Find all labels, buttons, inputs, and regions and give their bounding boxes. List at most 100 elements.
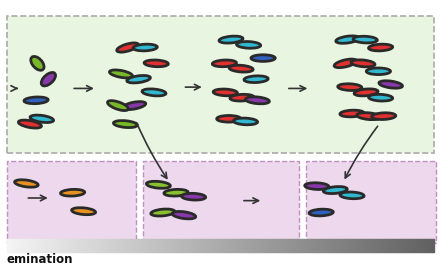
Bar bbox=[317, 239, 319, 252]
Ellipse shape bbox=[338, 84, 362, 91]
Bar bbox=[348, 239, 350, 252]
Ellipse shape bbox=[217, 115, 241, 122]
Bar bbox=[131, 239, 132, 252]
Bar bbox=[314, 239, 315, 252]
Bar bbox=[121, 239, 122, 252]
Bar bbox=[104, 239, 105, 252]
Ellipse shape bbox=[30, 115, 54, 122]
Bar bbox=[151, 239, 153, 252]
Bar bbox=[423, 239, 424, 252]
Bar bbox=[210, 239, 211, 252]
Bar bbox=[54, 239, 55, 252]
Bar bbox=[160, 239, 161, 252]
Bar bbox=[308, 239, 310, 252]
Bar bbox=[320, 239, 321, 252]
Bar bbox=[47, 239, 48, 252]
Bar bbox=[202, 239, 204, 252]
Bar bbox=[98, 239, 99, 252]
Bar bbox=[413, 239, 414, 252]
Bar bbox=[384, 239, 385, 252]
Bar bbox=[373, 239, 374, 252]
Bar bbox=[181, 239, 183, 252]
Bar bbox=[155, 239, 157, 252]
Ellipse shape bbox=[72, 208, 95, 215]
Bar bbox=[55, 239, 57, 252]
Ellipse shape bbox=[31, 56, 44, 70]
Bar bbox=[399, 239, 400, 252]
Bar bbox=[343, 239, 344, 252]
Bar bbox=[62, 239, 64, 252]
Ellipse shape bbox=[369, 44, 392, 51]
Bar bbox=[139, 239, 141, 252]
Bar bbox=[400, 239, 401, 252]
Ellipse shape bbox=[164, 189, 188, 196]
Bar bbox=[137, 239, 138, 252]
Bar bbox=[147, 239, 148, 252]
Bar bbox=[81, 239, 82, 252]
Bar bbox=[110, 239, 111, 252]
Bar bbox=[148, 239, 150, 252]
Bar bbox=[250, 239, 251, 252]
Bar bbox=[417, 239, 418, 252]
Bar bbox=[174, 239, 176, 252]
Bar bbox=[170, 239, 171, 252]
Bar bbox=[158, 239, 160, 252]
Bar bbox=[11, 239, 12, 252]
Bar bbox=[298, 239, 300, 252]
Ellipse shape bbox=[123, 102, 146, 110]
Bar bbox=[251, 239, 253, 252]
Bar bbox=[416, 239, 417, 252]
Bar bbox=[336, 239, 337, 252]
Bar bbox=[19, 239, 21, 252]
Bar bbox=[211, 239, 213, 252]
Bar bbox=[235, 239, 237, 252]
Bar bbox=[378, 239, 380, 252]
Bar bbox=[381, 239, 383, 252]
Bar bbox=[57, 239, 58, 252]
Bar bbox=[221, 239, 223, 252]
Bar bbox=[195, 239, 197, 252]
Ellipse shape bbox=[229, 65, 253, 72]
Bar bbox=[360, 239, 361, 252]
Bar bbox=[430, 239, 431, 252]
Bar bbox=[275, 239, 277, 252]
Ellipse shape bbox=[340, 110, 364, 117]
Bar bbox=[67, 239, 68, 252]
Bar bbox=[185, 239, 187, 252]
Ellipse shape bbox=[213, 89, 237, 96]
Ellipse shape bbox=[353, 36, 377, 43]
Ellipse shape bbox=[213, 60, 236, 67]
Bar bbox=[433, 239, 434, 252]
Bar bbox=[208, 239, 210, 252]
Bar bbox=[238, 239, 240, 252]
Bar bbox=[15, 239, 17, 252]
Bar bbox=[61, 239, 62, 252]
Bar bbox=[333, 239, 334, 252]
Bar bbox=[267, 239, 268, 252]
Bar bbox=[327, 239, 328, 252]
Bar bbox=[45, 239, 47, 252]
Bar bbox=[270, 239, 271, 252]
Bar bbox=[237, 239, 238, 252]
Bar bbox=[374, 239, 376, 252]
Bar bbox=[168, 239, 170, 252]
Bar bbox=[248, 239, 250, 252]
FancyBboxPatch shape bbox=[7, 161, 136, 243]
Bar bbox=[324, 239, 326, 252]
Ellipse shape bbox=[379, 81, 403, 88]
Bar bbox=[225, 239, 227, 252]
Bar bbox=[198, 239, 200, 252]
Bar bbox=[114, 239, 115, 252]
Bar bbox=[389, 239, 390, 252]
Bar bbox=[84, 239, 85, 252]
Bar bbox=[124, 239, 125, 252]
Bar bbox=[74, 239, 75, 252]
Bar bbox=[14, 239, 15, 252]
Bar bbox=[184, 239, 185, 252]
Bar bbox=[337, 239, 338, 252]
Bar bbox=[162, 239, 164, 252]
Bar bbox=[231, 239, 233, 252]
Bar bbox=[35, 239, 37, 252]
Bar bbox=[347, 239, 348, 252]
Ellipse shape bbox=[219, 36, 243, 43]
